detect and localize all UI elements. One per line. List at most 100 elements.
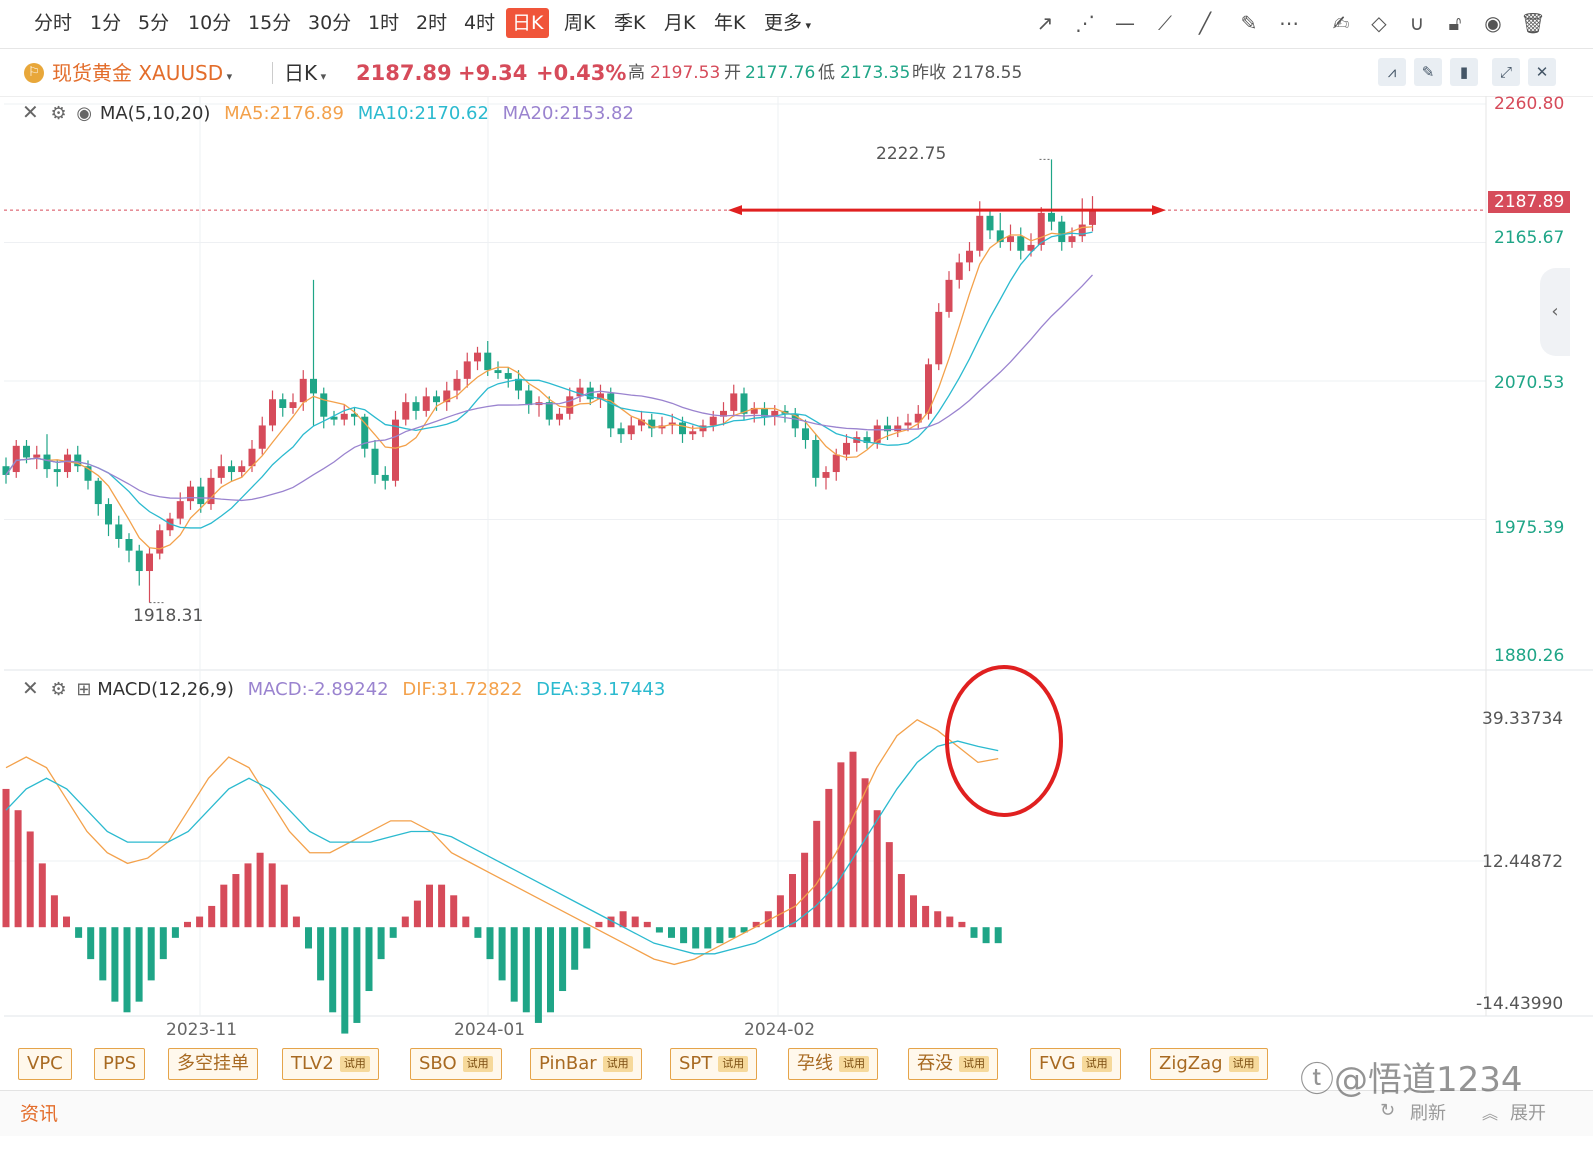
indicator-button-tlv2[interactable]: TLV2 试用 bbox=[282, 1048, 379, 1080]
indicator-button-vpc[interactable]: VPC bbox=[18, 1048, 72, 1080]
ma20-value: MA20:2153.82 bbox=[502, 103, 634, 124]
dea-line bbox=[5, 740, 999, 955]
refresh-button[interactable]: 刷新 bbox=[1410, 1103, 1446, 1124]
price-pane bbox=[2, 158, 1486, 604]
tf-daily[interactable]: 日K bbox=[506, 8, 550, 38]
indicator-button-spt[interactable]: SPT 试用 bbox=[670, 1048, 758, 1080]
indicator-button-孕线[interactable]: 孕线 试用 bbox=[788, 1048, 878, 1080]
trash-icon[interactable]: 🗑︎ bbox=[1520, 11, 1546, 35]
price-axis-label: 2070.53 bbox=[1494, 373, 1565, 393]
candle-body bbox=[504, 373, 512, 379]
price-axis-label: 2165.67 bbox=[1494, 228, 1565, 248]
tf-fenshi[interactable]: 分时 bbox=[34, 12, 73, 34]
candle-body bbox=[545, 402, 553, 420]
macd-pane bbox=[2, 719, 1002, 1034]
price-axis-label: 2260.80 bbox=[1494, 94, 1565, 114]
macd-bar bbox=[789, 874, 796, 928]
macd-bar bbox=[377, 927, 385, 960]
eye-icon[interactable]: ◉ bbox=[76, 103, 93, 124]
horizontal-line-tool-icon[interactable]: — bbox=[1115, 11, 1135, 35]
refresh-icon[interactable]: ↻ bbox=[1380, 1100, 1396, 1121]
tf-30min[interactable]: 30分 bbox=[308, 12, 352, 34]
lock-icon[interactable]: 🔓︎ bbox=[1448, 11, 1462, 35]
kline-chart[interactable] bbox=[0, 96, 1593, 1036]
chevron-up-icon[interactable]: ︽ bbox=[1482, 1104, 1499, 1123]
candle-body bbox=[638, 419, 645, 426]
macd-bar bbox=[123, 927, 131, 1013]
macd-bar bbox=[208, 905, 216, 928]
pen-tool-icon[interactable]: ✎ bbox=[1240, 11, 1258, 35]
eraser-icon[interactable]: ◇ bbox=[1371, 11, 1387, 35]
tf-15min[interactable]: 15分 bbox=[248, 12, 292, 34]
symbol-bar bbox=[0, 50, 1593, 97]
macd-legend-name: MACD(12,26,9) bbox=[97, 679, 234, 700]
candle-body bbox=[433, 396, 440, 403]
indicator-button-pinbar[interactable]: PinBar 试用 bbox=[530, 1048, 642, 1080]
tf-5min[interactable]: 5分 bbox=[138, 12, 170, 34]
tf-10min[interactable]: 10分 bbox=[188, 12, 232, 34]
settings-icon[interactable]: ⚙ bbox=[50, 103, 67, 124]
segment-tool-icon[interactable]: ⟋ bbox=[1158, 11, 1172, 35]
eye-icon[interactable]: ◉ bbox=[1484, 11, 1502, 35]
indicator-button-多空挂单[interactable]: 多空挂单 bbox=[168, 1048, 258, 1080]
arrow-line-tool-icon[interactable]: ↗ bbox=[1036, 11, 1054, 35]
close-icon[interactable]: ✕ bbox=[22, 100, 39, 124]
trial-badge: 试用 bbox=[1228, 1056, 1259, 1072]
settings-icon[interactable]: ⚙ bbox=[50, 679, 67, 700]
prev-close-label: 昨收 bbox=[912, 63, 946, 83]
chart-type-icon[interactable]: ⩘ bbox=[1378, 58, 1406, 86]
macd-legend: ✕ ⚙ ⊞ MACD(12,26,9) MACD:-2.89242 DIF:31… bbox=[22, 676, 665, 702]
candle-body bbox=[720, 410, 727, 417]
candle-body bbox=[617, 428, 625, 435]
candle-body bbox=[802, 428, 809, 441]
indicator-button-sbo[interactable]: SBO 试用 bbox=[410, 1048, 502, 1080]
macd-bar bbox=[87, 927, 95, 960]
tf-yearly[interactable]: 年K bbox=[714, 12, 746, 34]
side-panel-toggle[interactable]: ‹ bbox=[1540, 268, 1570, 356]
ma5-line bbox=[5, 226, 1093, 550]
candle-style-icon[interactable]: ▮ bbox=[1450, 58, 1478, 86]
indicator-label: FVG bbox=[1039, 1053, 1076, 1074]
close-icon[interactable]: ✕ bbox=[1528, 58, 1556, 86]
macd-bar bbox=[135, 927, 143, 1002]
fullscreen-icon[interactable]: ⤢ bbox=[1492, 58, 1520, 86]
news-tab[interactable]: 资讯 bbox=[20, 1103, 59, 1125]
candle-body bbox=[310, 378, 317, 394]
indicator-button-吞没[interactable]: 吞没 试用 bbox=[908, 1048, 998, 1080]
indicator-button-zigzag[interactable]: ZigZag 试用 bbox=[1150, 1048, 1268, 1080]
indicator-button-fvg[interactable]: FVG 试用 bbox=[1030, 1048, 1121, 1080]
tf-1min[interactable]: 1分 bbox=[90, 12, 122, 34]
tf-more-dropdown[interactable]: 更多 ▾ bbox=[760, 8, 815, 38]
watermark-text: @悟道1234 bbox=[1334, 1060, 1523, 1100]
tf-1h[interactable]: 1时 bbox=[368, 12, 400, 34]
symbol-selector[interactable]: 现货黄金 XAUUSD ▾ bbox=[52, 58, 232, 92]
candle-body bbox=[2, 466, 10, 475]
ma5-value: MA5:2176.89 bbox=[224, 103, 344, 124]
add-icon[interactable]: ⊞ bbox=[76, 679, 92, 700]
ma-legend-name: MA(5,10,20) bbox=[99, 103, 211, 124]
tf-weekly[interactable]: 周K bbox=[564, 12, 596, 34]
macd-bar bbox=[50, 895, 58, 928]
trial-badge: 试用 bbox=[839, 1056, 869, 1072]
draw-icon[interactable]: ✎ bbox=[1414, 58, 1442, 86]
tf-quarterly[interactable]: 季K bbox=[614, 12, 646, 34]
edit-icon[interactable]: ✍ bbox=[1332, 11, 1350, 35]
expand-button[interactable]: 展开 bbox=[1510, 1103, 1546, 1124]
dashed-line-tool-icon[interactable]: ⋰ bbox=[1075, 11, 1095, 35]
tf-4h[interactable]: 4时 bbox=[464, 12, 496, 34]
indicator-label: 孕线 bbox=[797, 1053, 833, 1074]
tf-2h[interactable]: 2时 bbox=[416, 12, 448, 34]
candle-body bbox=[422, 396, 430, 411]
indicator-button-pps[interactable]: PPS bbox=[94, 1048, 146, 1080]
magnet-icon[interactable]: ∪ bbox=[1409, 11, 1425, 35]
close-icon[interactable]: ✕ bbox=[22, 676, 39, 700]
period-selector[interactable]: 日K ▾ bbox=[284, 58, 326, 92]
more-tools-icon[interactable]: ⋯ bbox=[1279, 11, 1299, 35]
candle-body bbox=[986, 215, 994, 231]
tf-monthly[interactable]: 月K bbox=[664, 12, 696, 34]
candle-body bbox=[525, 390, 533, 406]
symbol-name: 现货黄金 XAUUSD bbox=[52, 61, 224, 85]
ray-tool-icon[interactable]: ╱ bbox=[1198, 11, 1212, 35]
candle-body bbox=[279, 399, 287, 408]
candle-body bbox=[248, 448, 256, 467]
